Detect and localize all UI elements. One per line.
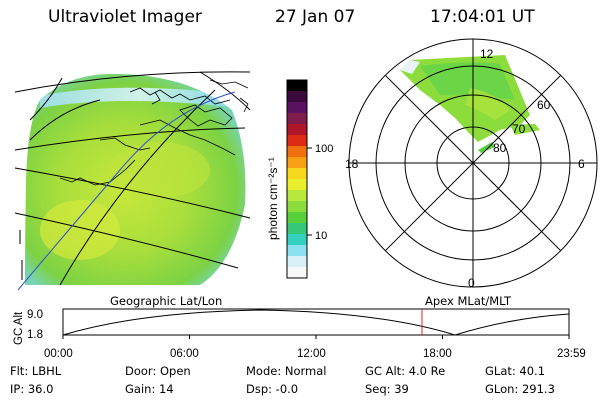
polar-grid — [348, 38, 598, 288]
status-filter: Flt: LBHL — [10, 364, 62, 378]
mlt-label-0: 0 — [468, 276, 475, 290]
colorbar-swatch — [287, 146, 307, 158]
status-glat: GLat: 40.1 — [485, 364, 546, 378]
altitude-xtick-0600: 06:00 — [170, 348, 199, 360]
altitude-xtick-1800: 18:00 — [423, 348, 452, 360]
status-door: Door: Open — [125, 364, 191, 378]
colorbar-swatch — [287, 190, 307, 202]
colorbar-swatch — [287, 212, 307, 224]
altitude-curve — [62, 309, 570, 336]
colorbar-swatch — [287, 157, 307, 169]
altitude-ytick-min: 1.8 — [27, 329, 43, 341]
mlat-label-70: 70 — [512, 122, 526, 136]
status-dsp: Dsp: -0.0 — [246, 382, 299, 396]
altitude-xtick-1200: 12:00 — [297, 348, 326, 360]
colorbar-swatch — [287, 124, 307, 136]
coastlines — [59, 79, 249, 186]
status-glon: GLon: 291.3 — [485, 382, 555, 396]
colorbar-swatch — [287, 179, 307, 191]
mlat-label-60: 60 — [537, 98, 551, 112]
colorbar-swatch — [287, 234, 307, 246]
status-ip: IP: 36.0 — [10, 382, 54, 396]
colorbar-swatch — [287, 256, 307, 268]
colorbar-swatch — [287, 267, 307, 279]
colorbar-swatch — [287, 223, 307, 235]
altitude-xtick-2359: 23:59 — [557, 348, 586, 360]
colorbar-tick-10: 10 — [315, 230, 327, 242]
status-mode: Mode: Normal — [246, 364, 327, 378]
colorbar-frame — [286, 79, 308, 279]
time-label: 17:04:01 UT — [430, 7, 535, 27]
colorbar-tick-100: 100 — [315, 143, 333, 155]
colorbar-swatch — [287, 135, 307, 147]
altitude-ytick-max: 9.0 — [27, 309, 43, 321]
colorbar-swatch — [287, 245, 307, 257]
colorbar — [286, 79, 308, 279]
geographic-image — [14, 71, 251, 291]
altitude-xtick-0000: 00:00 — [44, 348, 73, 360]
instrument-title: Ultraviolet Imager — [48, 7, 202, 27]
altitude-plot: GC Alt 9.0 1.8 00:00 06:00 12:00 18:00 2… — [13, 308, 586, 360]
colorbar-swatch — [287, 113, 307, 125]
colorbar-swatch — [287, 91, 307, 103]
geo-corner-marks — [19, 230, 23, 280]
mlt-label-6: 6 — [578, 157, 585, 171]
status-gain: Gain: 14 — [125, 382, 174, 396]
colorbar-units: photon cm⁻²s⁻¹ — [266, 157, 280, 240]
polar-image-label: Apex MLat/MLT — [425, 294, 512, 308]
mlat-label-80: 80 — [493, 141, 507, 155]
mlt-label-18: 18 — [345, 157, 359, 171]
date-label: 27 Jan 07 — [275, 7, 356, 27]
colorbar-swatch — [287, 168, 307, 180]
satellite-track — [17, 91, 236, 291]
polar-plot: 12 18 6 0 60 70 80 — [345, 38, 598, 290]
colorbar-swatch — [287, 201, 307, 213]
status-seq: Seq: 39 — [365, 382, 409, 396]
colorbar-ticks — [307, 147, 312, 236]
status-gc-alt: GC Alt: 4.0 Re — [365, 364, 446, 378]
geo-image-label: Geographic Lat/Lon — [110, 294, 223, 308]
colorbar-swatch — [287, 80, 307, 92]
colorbar-swatch — [287, 102, 307, 114]
geo-grid — [14, 71, 251, 286]
altitude-ylabel: GC Alt — [13, 311, 25, 345]
mlt-label-12: 12 — [480, 47, 494, 61]
